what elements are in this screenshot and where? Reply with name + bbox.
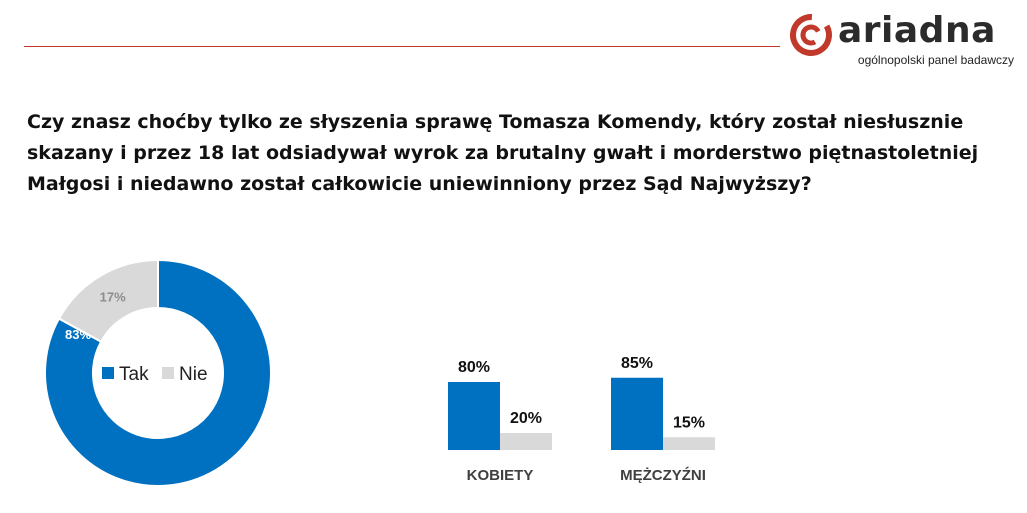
- category-label: KOBIETY: [467, 467, 534, 484]
- brand-tagline: ogólnopolski panel badawczy: [857, 53, 1014, 67]
- legend-label-tak: Tak: [119, 364, 149, 385]
- bar-mężczyźni-nie: [663, 437, 715, 450]
- donut-chart: 83%17%Tak Nie: [44, 258, 272, 487]
- gender-bar-chart: 80% 20% KOBIETY 85% 15% MĘŻCZYŹNI: [448, 355, 715, 484]
- bar-data-label: 80%: [458, 359, 490, 376]
- bar-kobiety-tak: [448, 382, 500, 450]
- survey-question: Czy znasz choćby tylko ze słyszenia spra…: [27, 111, 979, 195]
- brand-name: ariadna: [838, 10, 996, 51]
- legend-swatch-nie: [162, 367, 174, 379]
- brand-logo: ariadna ogólnopolski panel badawczy: [788, 8, 1018, 68]
- donut-slice-nie: [57, 258, 159, 344]
- donut-data-label: 17%: [100, 289, 126, 304]
- bar-kobiety-nie: [500, 433, 552, 450]
- category-label: MĘŻCZYŹNI: [620, 467, 706, 484]
- bar-data-label: 20%: [510, 410, 542, 427]
- logo-mark-icon: [790, 14, 832, 56]
- bar-mężczyźni-tak: [611, 377, 663, 450]
- legend-swatch-tak: [102, 367, 114, 379]
- legend-label-nie: Nie: [179, 364, 208, 385]
- header-rule: [24, 46, 780, 47]
- bar-data-label: 85%: [621, 355, 653, 372]
- bar-data-label: 15%: [673, 414, 705, 431]
- donut-slice-tak: [44, 258, 272, 487]
